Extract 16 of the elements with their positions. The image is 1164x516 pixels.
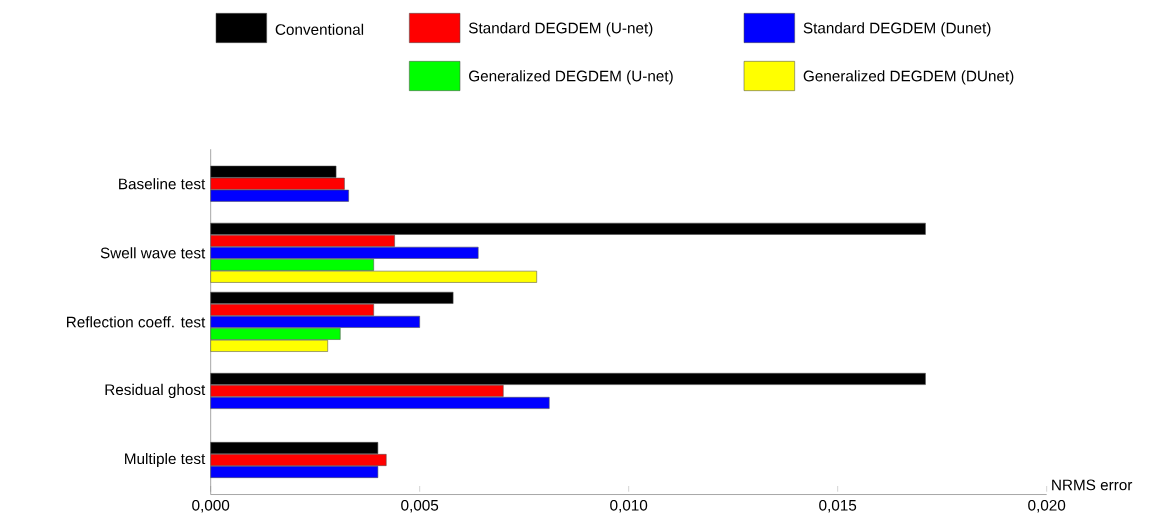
- y-tick-label: Multiple test: [125, 452, 206, 468]
- y-tick-label: Reflection coeff. test: [67, 316, 206, 328]
- legend-label: Standard DEGDEM (Dunet): [803, 22, 991, 37]
- legend-label: Generalized DEGDEM (DUnet): [803, 70, 1014, 85]
- x-tick-label: 0,005: [401, 499, 439, 513]
- y-tick-label: Residual ghost: [105, 383, 206, 399]
- legend-label: Standard DEGDEM (U-net): [468, 22, 653, 37]
- legend-label: Generalized DEGDEM (U-net): [469, 70, 673, 85]
- x-tick-label: 0,020: [1028, 499, 1066, 513]
- x-tick-label: 0,015: [819, 499, 857, 513]
- x-tick-label: 0,000: [192, 499, 230, 513]
- y-tick-label: Swell wave test: [100, 247, 206, 259]
- y-tick-label: Baseline test: [119, 178, 206, 190]
- legend-label: Conventional: [275, 23, 364, 35]
- x-axis-title: NRMS error: [1052, 479, 1133, 491]
- x-tick-label: 0,010: [610, 499, 648, 513]
